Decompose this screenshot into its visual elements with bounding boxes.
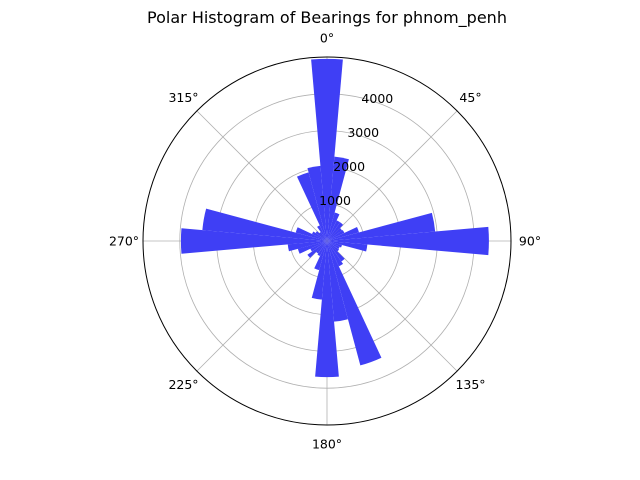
bar-150deg xyxy=(327,241,344,267)
bar-40deg xyxy=(327,222,344,241)
bar-110deg xyxy=(327,241,342,248)
bar-340deg xyxy=(296,172,327,241)
radial-tick-label-1000: 1000 xyxy=(319,193,351,208)
angle-gridline-225 xyxy=(196,240,328,372)
angle-tick-label-90: 90° xyxy=(519,234,541,249)
bar-280deg xyxy=(202,208,327,241)
bar-270deg xyxy=(180,228,327,254)
angle-tick-label-135: 135° xyxy=(455,377,485,392)
angle-gridline-135 xyxy=(326,240,458,372)
bar-160deg xyxy=(327,241,382,366)
bar-120deg xyxy=(327,241,340,250)
chart-title: Polar Histogram of Bearings for phnom_pe… xyxy=(147,8,507,28)
bar-30deg xyxy=(327,220,341,241)
bar-190deg xyxy=(311,241,327,300)
bar-250deg xyxy=(297,241,327,254)
bar-100deg xyxy=(327,241,368,252)
bar-200deg xyxy=(314,241,327,271)
angle-tick-label-45: 45° xyxy=(459,90,481,105)
bar-50deg xyxy=(327,227,343,241)
radial-tick-label-3000: 3000 xyxy=(347,125,379,140)
bar-140deg xyxy=(327,241,345,262)
bar-130deg xyxy=(327,241,340,252)
bar-350deg xyxy=(307,165,327,241)
bar-240deg xyxy=(310,241,327,252)
axes-overlay: 1000 2000 3000 4000 0° 45° 90° 135° 180° 225° 270°… xyxy=(109,31,541,452)
bar-170deg xyxy=(327,241,348,322)
bar-80deg xyxy=(327,212,436,241)
bar-320deg xyxy=(319,231,327,241)
angle-tick-label-315: 315° xyxy=(168,90,198,105)
bar-230deg xyxy=(307,241,327,258)
angle-tick-label-0: 0° xyxy=(320,31,334,46)
bar-310deg xyxy=(315,231,327,241)
bars xyxy=(180,58,489,378)
radial-tick-label-4000: 4000 xyxy=(361,91,393,106)
angle-gridline-45 xyxy=(326,110,458,242)
polar-frame xyxy=(142,56,512,426)
bar-60deg xyxy=(327,230,345,241)
angle-tick-label-225: 225° xyxy=(168,377,198,392)
radial-tick-label-2000: 2000 xyxy=(333,159,365,174)
bar-70deg xyxy=(327,227,359,241)
angle-gridline-315 xyxy=(196,110,328,242)
bar-290deg xyxy=(295,227,327,241)
bar-330deg xyxy=(317,225,327,241)
bar-260deg xyxy=(287,241,327,252)
bar-0deg xyxy=(311,58,343,241)
bar-10deg xyxy=(327,156,349,241)
angle-tick-label-270: 270° xyxy=(109,234,139,249)
bar-20deg xyxy=(327,212,340,241)
bar-220deg xyxy=(316,241,327,254)
angle-tick-label-180: 180° xyxy=(312,437,342,452)
bar-300deg xyxy=(311,231,327,241)
bar-180deg xyxy=(315,241,339,378)
bar-90deg xyxy=(327,226,489,256)
bar-210deg xyxy=(317,241,327,257)
